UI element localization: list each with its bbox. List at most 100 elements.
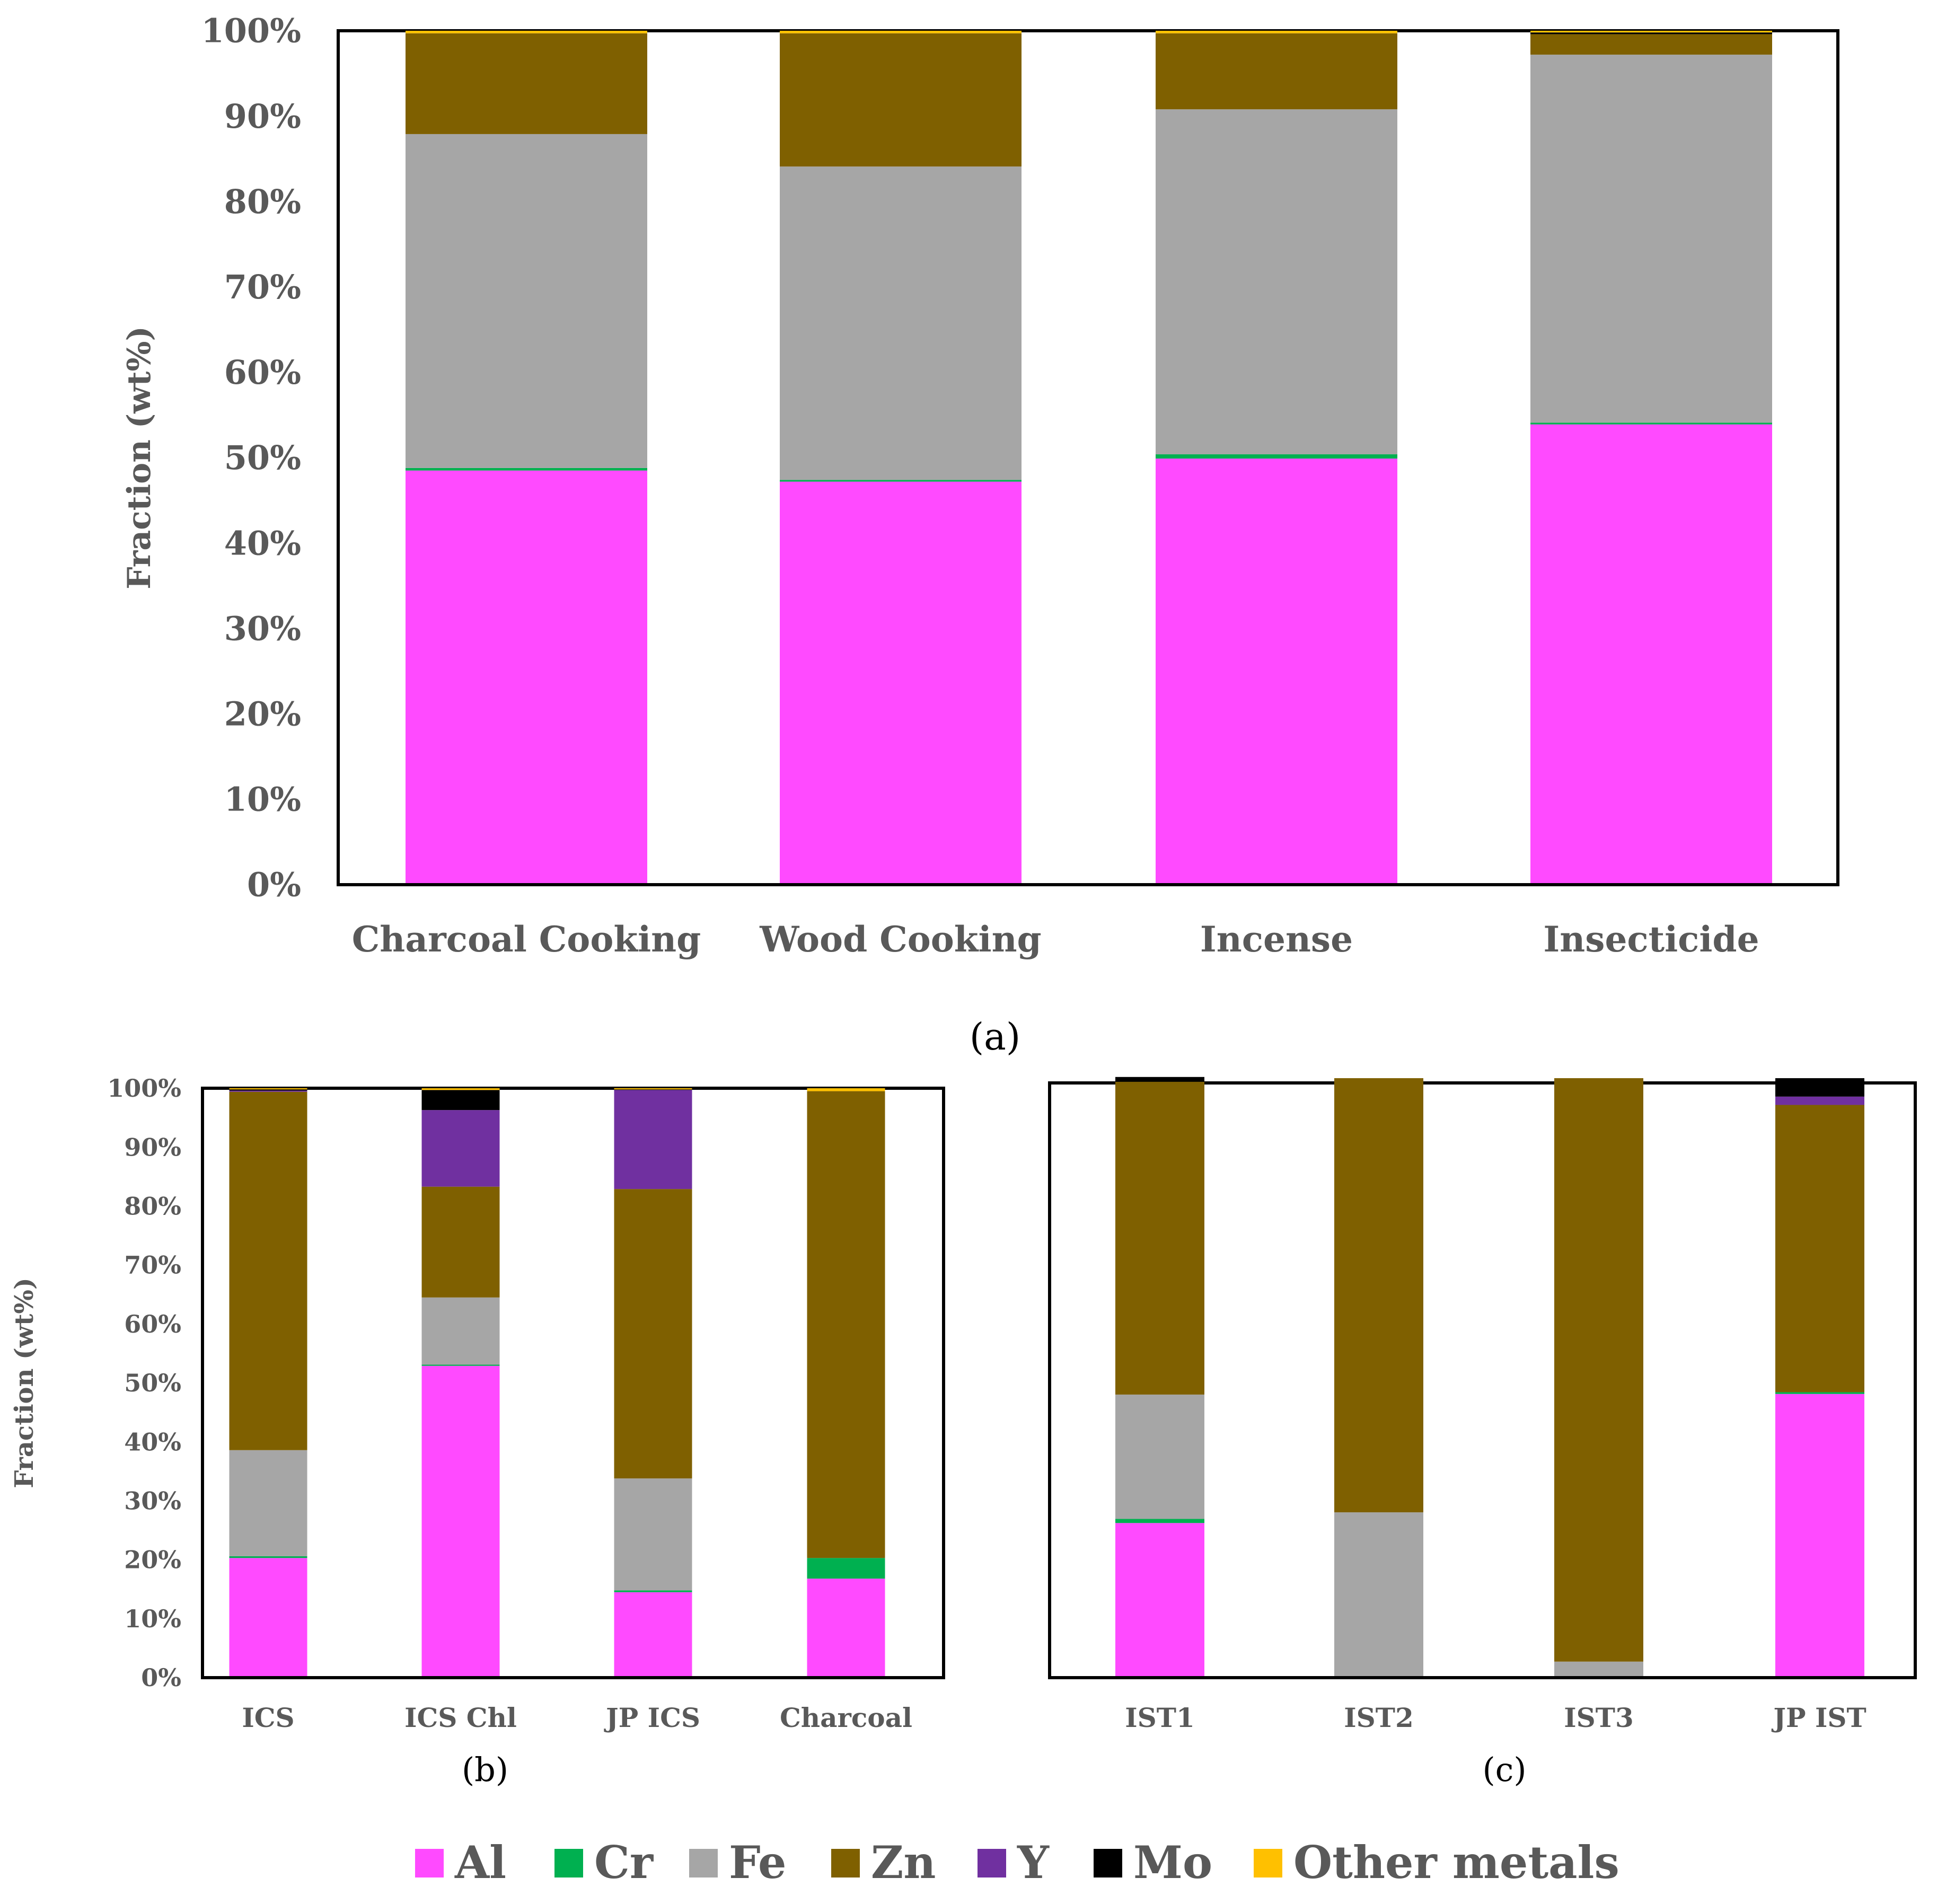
bar-segment-cr (614, 1590, 692, 1592)
legend-swatch-fe (689, 1849, 718, 1877)
bar-segment-y (614, 1090, 692, 1189)
chart-b: 0% 10% 20% 30% 40% 50% 60% 70% 80% 90% 100% Fractio… (10, 1074, 945, 1733)
legend-swatch-al (415, 1849, 444, 1877)
bar-segment-mo (1115, 1077, 1204, 1082)
x-category-label: Incense (1200, 919, 1353, 960)
bar-segment-al (1115, 1523, 1204, 1678)
x-category-label: IST3 (1564, 1702, 1634, 1733)
legend-label: Mo (1133, 1836, 1212, 1889)
x-category-label: Charcoal Cooking (352, 919, 701, 960)
legend-label: Other metals (1293, 1836, 1619, 1889)
bar-segment-other-metals (229, 1088, 307, 1090)
bar-segment-al (421, 1365, 500, 1678)
x-category-label: JP ICS (604, 1702, 700, 1733)
bar-segment-cr (807, 1558, 885, 1579)
bar-segment-cr (1115, 1519, 1204, 1523)
bar-segment-fe (1554, 1661, 1643, 1678)
y-tick-label: 100% (201, 12, 301, 50)
x-category-label: Insecticide (1543, 919, 1759, 960)
y-tick-label: 40% (224, 524, 301, 562)
bar-segment-y (421, 1110, 500, 1187)
bar-segment-zn (1554, 1078, 1643, 1662)
bar-segment-cr (1530, 422, 1772, 425)
x-category-label: Wood Cooking (759, 919, 1041, 960)
bar-segment-al (780, 481, 1022, 885)
bar-segment-fe (1334, 1512, 1423, 1678)
legend: Al Cr Fe Zn Y Mo Other metals (415, 1836, 1619, 1889)
bar-segment-zn (406, 33, 647, 134)
x-category-label: Charcoal (780, 1702, 912, 1733)
bar-segment-mo (1530, 32, 1772, 34)
y-tick-label: 50% (224, 438, 301, 477)
bar-segment-other-metals (1156, 31, 1397, 33)
bar-segment-mo (229, 1089, 307, 1091)
bar-segment-other-metals (421, 1088, 500, 1090)
bar-segment-al (406, 470, 647, 885)
y-tick-label: 70% (224, 268, 301, 306)
bar-segment-zn (614, 1189, 692, 1479)
legend-swatch-cr (554, 1849, 583, 1877)
bar-segment-mo (421, 1090, 500, 1110)
panel-label-b: (b) (462, 1750, 508, 1789)
y-tick-label: 30% (124, 1487, 181, 1515)
bar-segment-zn (1530, 34, 1772, 55)
y-axis-label: Fraction (wt%) (10, 1277, 39, 1488)
x-category-label: ICS (242, 1702, 294, 1733)
bar-segment-al (807, 1579, 885, 1678)
legend-label: Zn (871, 1836, 936, 1889)
bar-segment-al (229, 1558, 307, 1678)
x-category-label: JP IST (1771, 1702, 1866, 1733)
bar-segment-cr (406, 468, 647, 471)
y-tick-label: 80% (124, 1192, 181, 1221)
bar-segment-cr (780, 480, 1022, 482)
bar-segment-zn (807, 1091, 885, 1558)
y-tick-label: 100% (107, 1074, 181, 1103)
bar-segment-y (229, 1090, 307, 1092)
legend-swatch-y (978, 1849, 1006, 1877)
bar-segment-other-metals (807, 1088, 885, 1091)
bar-segment-mo (614, 1089, 692, 1090)
bar-segment-other-metals (406, 31, 647, 33)
y-tick-label: 90% (224, 97, 301, 136)
y-tick-label: 60% (224, 353, 301, 392)
legend-swatch-other-metals (1254, 1849, 1282, 1877)
bar-segment-other-metals (1530, 31, 1772, 33)
bar-segment-fe (1156, 109, 1397, 455)
bar-segment-zn (229, 1091, 307, 1450)
legend-label: Cr (594, 1836, 654, 1889)
legend-label: Fe (729, 1836, 787, 1889)
bar-segment-zn (1775, 1105, 1864, 1392)
y-tick-label: 20% (124, 1546, 181, 1574)
x-category-label: ICS Chl (404, 1702, 517, 1733)
y-tick-label: 80% (224, 182, 301, 221)
bar-segment-fe (421, 1297, 500, 1365)
bar-segment-zn (1115, 1081, 1204, 1395)
y-tick-label: 10% (224, 780, 301, 819)
y-tick-label: 30% (224, 609, 301, 648)
bar-segment-zn (421, 1186, 500, 1298)
bar-segment-fe (780, 166, 1022, 480)
bar-segment-zn (1334, 1078, 1423, 1513)
x-category-label: IST1 (1125, 1702, 1195, 1733)
chart-a: 0% 10% 20% 30% 40% 50% 60% 70% 80% 90% 100% Fractio… (121, 12, 1839, 960)
bar-segment-cr (1775, 1392, 1864, 1394)
y-tick-label: 10% (124, 1605, 181, 1633)
bar-segment-cr (1156, 454, 1397, 459)
y-tick-label: 0% (247, 866, 301, 904)
bar-segment-y (1775, 1096, 1864, 1105)
bar-segment-other-metals (614, 1088, 692, 1090)
bar-segment-other-metals (780, 31, 1022, 33)
y-tick-label: 50% (124, 1369, 181, 1397)
bar-segment-mo (1775, 1078, 1864, 1097)
panel-label-c: (c) (1482, 1750, 1526, 1789)
y-tick-label: 60% (124, 1310, 181, 1338)
y-tick-label: 40% (124, 1427, 181, 1456)
bar-segment-zn (780, 33, 1022, 167)
bar-segment-al (1530, 424, 1772, 885)
panel-label-a: (a) (970, 1015, 1020, 1059)
legend-label: Al (454, 1836, 506, 1889)
bar-segment-fe (229, 1450, 307, 1556)
legend-swatch-zn (831, 1849, 860, 1877)
bar-segment-al (1156, 459, 1397, 885)
